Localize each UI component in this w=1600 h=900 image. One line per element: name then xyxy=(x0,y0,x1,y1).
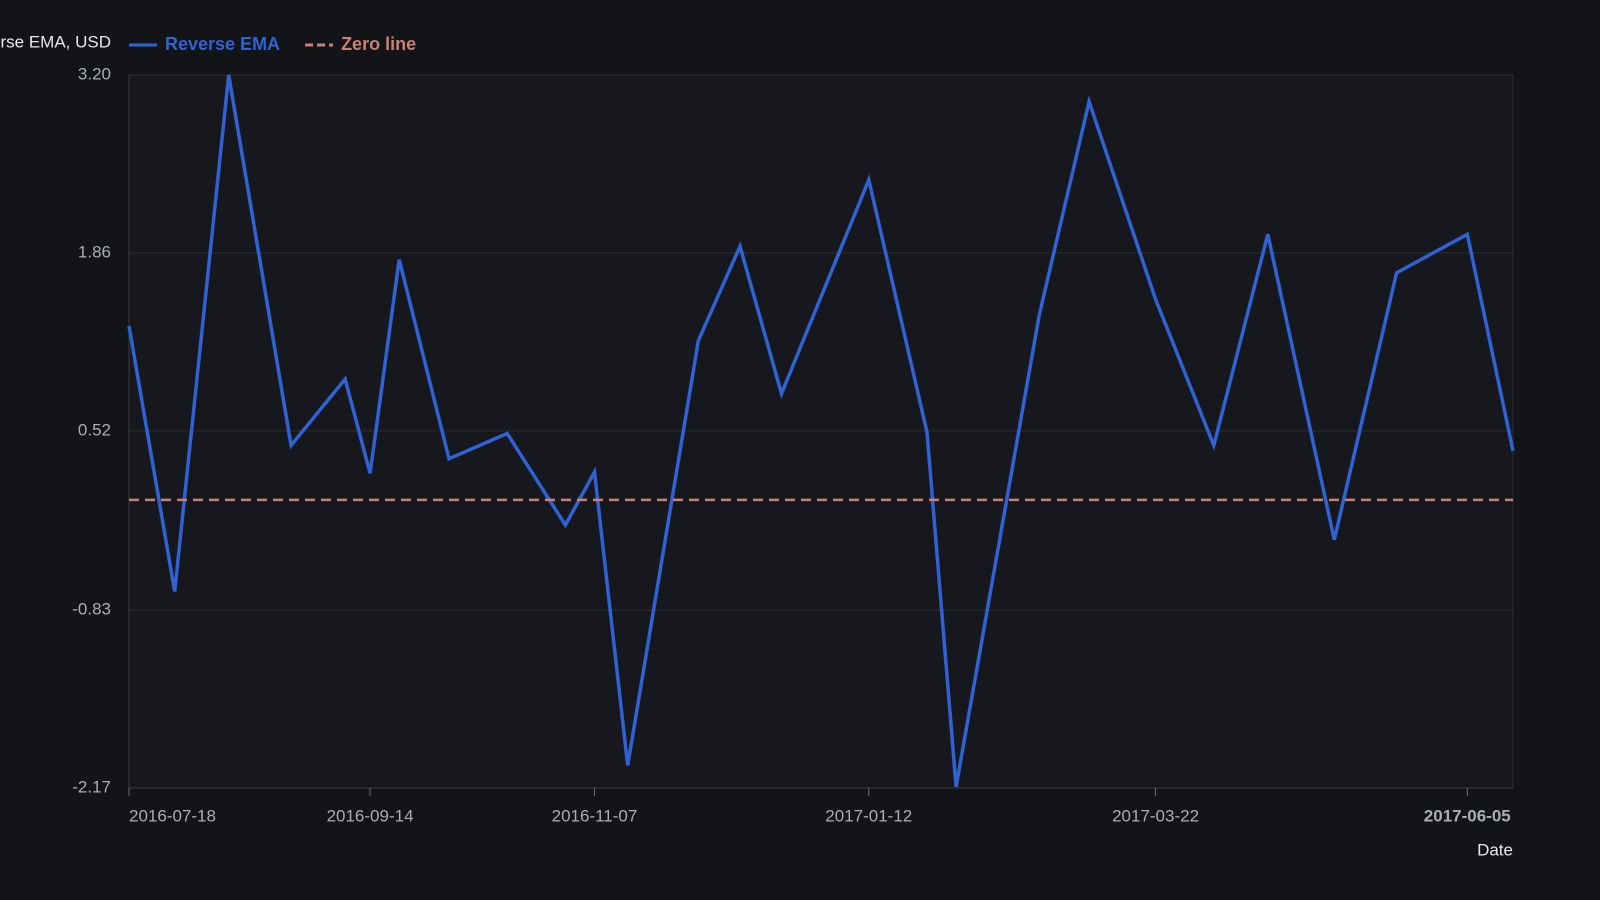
y-axis-label: Reverse EMA, USD xyxy=(0,32,111,51)
legend-label: Zero line xyxy=(341,34,416,54)
y-tick-label: 3.20 xyxy=(78,64,111,83)
x-tick-label: 2016-11-07 xyxy=(552,806,638,825)
x-axis-label: Date xyxy=(1477,840,1513,859)
plot-area xyxy=(129,75,1513,788)
legend-label: Reverse EMA xyxy=(165,34,280,54)
y-tick-label: -0.83 xyxy=(72,600,111,619)
line-series xyxy=(127,74,1515,788)
y-tick-label: 1.86 xyxy=(78,242,111,261)
x-tick-label: 2016-07-18 xyxy=(129,806,216,825)
x-tick-label: 2017-06-05 xyxy=(1424,806,1511,825)
x-tick-label: 2016-09-14 xyxy=(327,806,414,825)
y-tick-label: 0.52 xyxy=(78,420,111,439)
y-tick-label: -2.17 xyxy=(72,777,111,796)
x-tick-label: 2017-01-12 xyxy=(825,806,912,825)
x-tick-label: 2017-03-22 xyxy=(1112,806,1199,825)
